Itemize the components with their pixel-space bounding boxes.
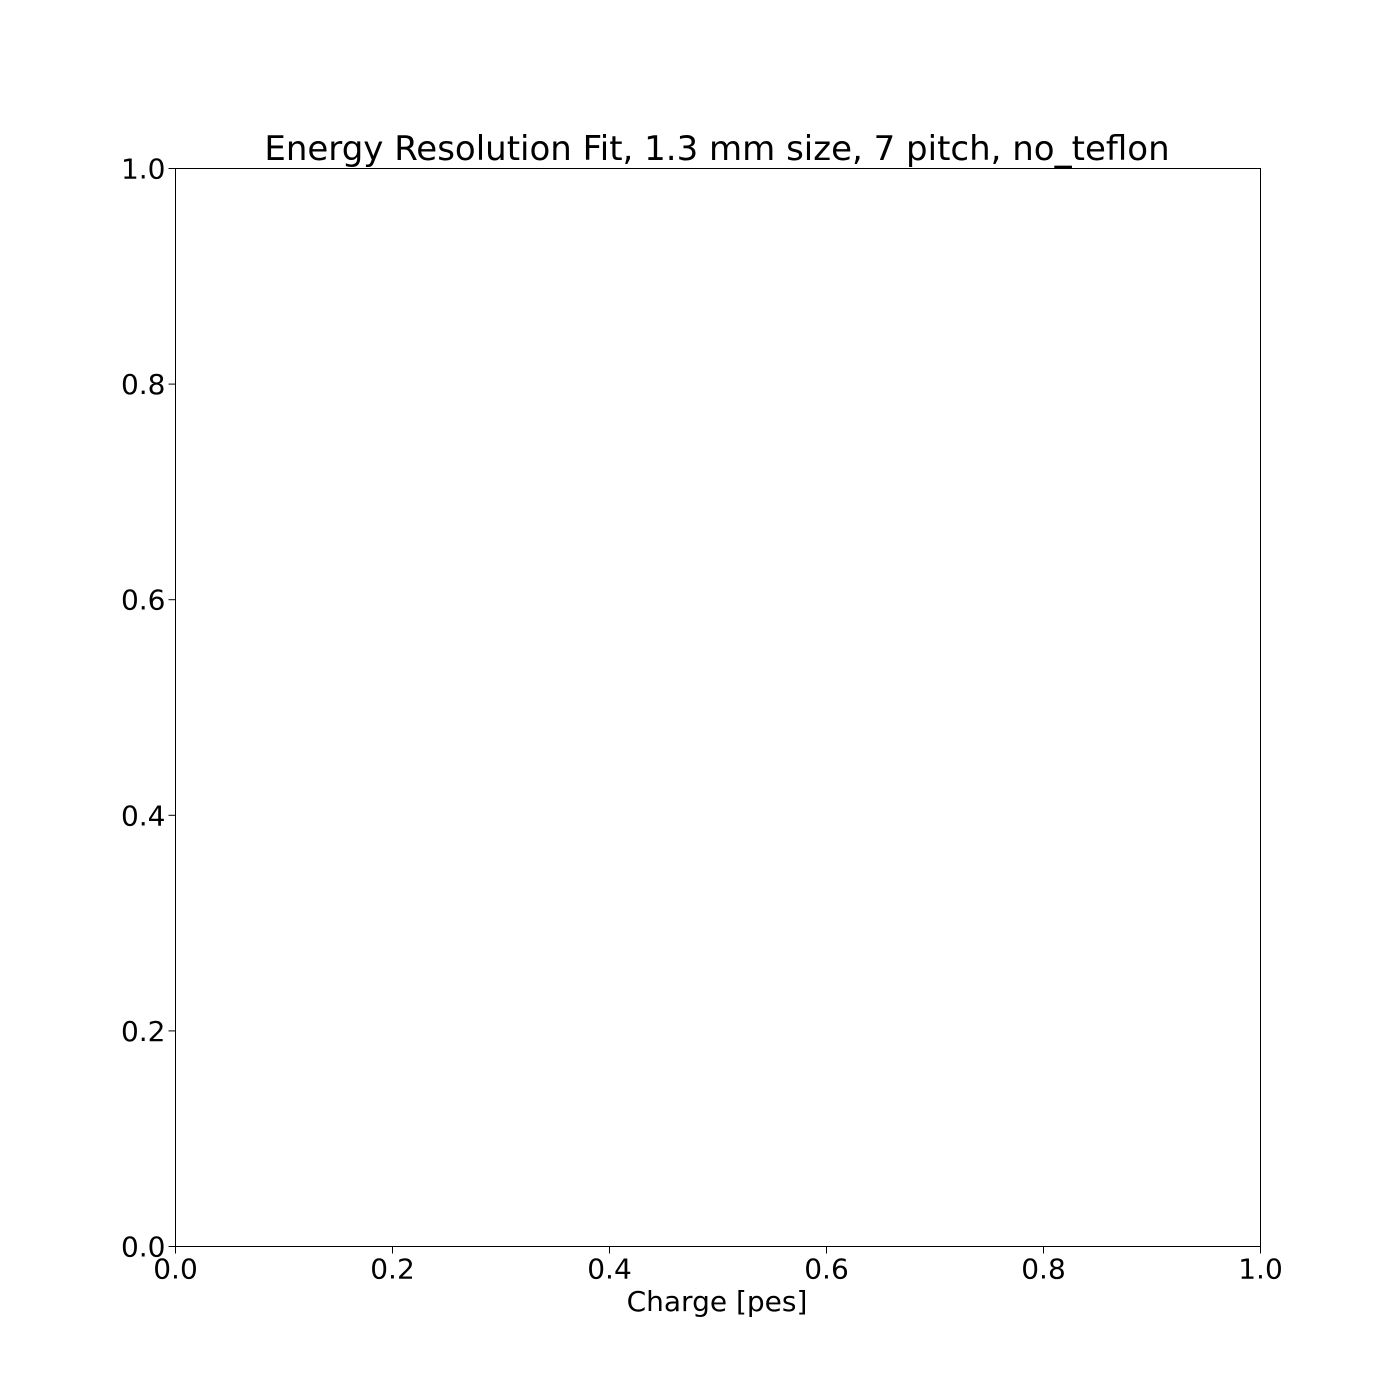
y-tick-label: 0.0: [121, 1231, 166, 1264]
y-tick-label: 0.6: [121, 584, 166, 617]
x-tick-label: 1.0: [1238, 1253, 1283, 1286]
x-tick-label: 0.8: [1021, 1253, 1066, 1286]
y-tick-label: 0.2: [121, 1015, 166, 1048]
x-axis-label: Charge [pes]: [627, 1285, 808, 1318]
y-tick-label: 0.8: [121, 368, 166, 401]
x-tick-label: 0.6: [804, 1253, 849, 1286]
y-tick-label: 0.4: [121, 799, 166, 832]
y-tick-label: 1.0: [121, 153, 166, 186]
chart-title: Energy Resolution Fit, 1.3 mm size, 7 pi…: [264, 129, 1169, 169]
x-tick-label: 0.2: [370, 1253, 415, 1286]
plot-area: [175, 168, 1261, 1247]
x-tick-label: 0.4: [587, 1253, 632, 1286]
y-axis: 0.0 0.2 0.4 0.6 0.8 1.0: [121, 153, 176, 1264]
x-tick-label: 0.0: [153, 1253, 198, 1286]
x-axis: 0.0 0.2 0.4 0.6 0.8 1.0: [153, 1246, 1283, 1286]
